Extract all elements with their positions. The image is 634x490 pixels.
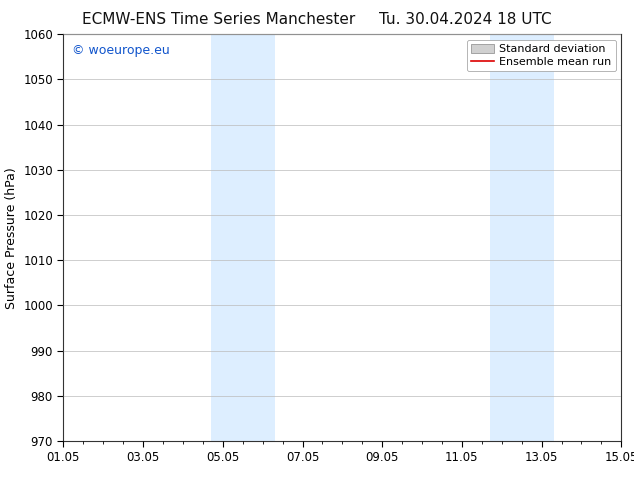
Text: © woeurope.eu: © woeurope.eu [72,45,169,57]
Text: ECMW-ENS Time Series Manchester: ECMW-ENS Time Series Manchester [82,12,356,27]
Text: Tu. 30.04.2024 18 UTC: Tu. 30.04.2024 18 UTC [379,12,552,27]
Y-axis label: Surface Pressure (hPa): Surface Pressure (hPa) [4,167,18,309]
Legend: Standard deviation, Ensemble mean run: Standard deviation, Ensemble mean run [467,40,616,71]
Bar [211,34,275,441]
Bar [490,34,553,441]
